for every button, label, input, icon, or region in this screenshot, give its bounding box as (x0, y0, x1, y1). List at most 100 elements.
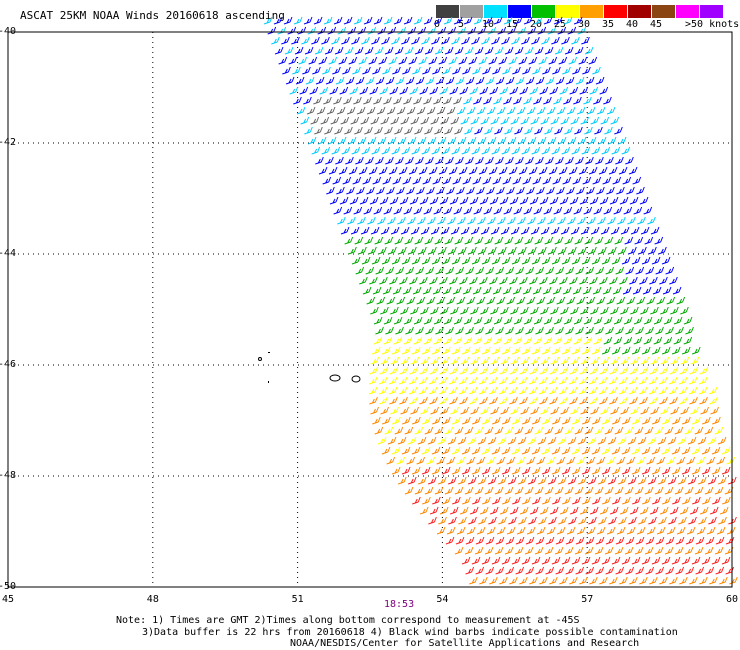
wind-barb (433, 336, 443, 345)
wind-barb (449, 86, 459, 95)
wind-barb (600, 116, 610, 125)
wind-barb (480, 406, 489, 415)
wind-barb (547, 216, 556, 225)
wind-barb (341, 146, 351, 155)
wind-barb (460, 116, 470, 125)
wind-barb (617, 136, 627, 145)
lat-label: -44 (0, 248, 17, 259)
wind-barb (289, 86, 299, 95)
wind-barb (623, 336, 633, 345)
wind-barb (410, 306, 419, 315)
wind-barb (539, 196, 549, 205)
wind-barb (455, 536, 465, 545)
wind-barb (662, 416, 671, 425)
wind-barb (468, 166, 478, 175)
wind-barb (593, 206, 603, 215)
wind-barb (649, 366, 659, 375)
wind-barb (324, 46, 334, 55)
wind-barb (450, 306, 459, 315)
wind-barb (518, 246, 527, 255)
wind-barb (451, 466, 461, 475)
wind-barb (497, 436, 507, 445)
wind-barb (586, 106, 596, 115)
wind-barb (340, 226, 350, 235)
wind-barb (558, 166, 568, 175)
wind-barb (543, 206, 553, 215)
wind-barb (576, 296, 586, 305)
wind-barb (666, 456, 676, 465)
wind-barb (419, 366, 429, 375)
wind-barb (547, 476, 557, 485)
wind-barb (375, 266, 385, 275)
wind-barb (352, 176, 362, 185)
wind-barb (449, 366, 459, 375)
wind-barb (618, 516, 627, 525)
wind-barb (670, 406, 679, 415)
wind-barb (408, 56, 418, 65)
wind-barb (465, 326, 474, 335)
wind-barb (387, 136, 397, 145)
wind-barb (293, 16, 303, 25)
wind-barb (409, 366, 419, 375)
wind-barb (491, 556, 501, 565)
wind-barb (387, 26, 397, 35)
wind-barb (567, 136, 577, 145)
wind-barb (404, 126, 413, 135)
wind-barb (439, 276, 448, 285)
wind-barb (525, 536, 535, 545)
wind-barb (565, 76, 575, 85)
wind-barb (596, 456, 606, 465)
wind-barb (577, 476, 587, 485)
wind-barb (642, 286, 652, 295)
wind-barb (521, 256, 531, 265)
wind-barb (652, 416, 661, 425)
wind-barb (538, 376, 548, 385)
wind-barb (329, 196, 339, 205)
wind-barb (551, 146, 561, 155)
wind-barb (435, 266, 445, 275)
wind-barb (646, 526, 656, 535)
wind-barb (424, 236, 434, 245)
wind-barb (719, 506, 729, 515)
wind-barb (555, 566, 565, 575)
wind-barb (494, 126, 503, 135)
wind-barb (481, 256, 491, 265)
wind-barb (651, 556, 661, 565)
wind-barb (336, 106, 346, 115)
wind-barb (492, 496, 501, 505)
wind-barb (539, 506, 549, 515)
wind-barb (600, 356, 610, 365)
wind-barb (413, 96, 422, 105)
wind-barb (578, 56, 588, 65)
wind-barb (456, 186, 465, 195)
wind-barb (500, 116, 510, 125)
wind-barb (581, 256, 591, 265)
wind-barb (442, 176, 452, 185)
wind-barb (685, 566, 695, 575)
wind-barb (584, 426, 594, 435)
lat-label: -40 (0, 26, 17, 37)
wind-barb (477, 216, 486, 225)
wind-barb (556, 186, 565, 195)
wind-barb (399, 396, 408, 405)
wind-barb (527, 216, 536, 225)
wind-barb (422, 286, 432, 295)
wind-barb (500, 356, 510, 365)
wind-barb (354, 46, 364, 55)
wind-barb (403, 336, 413, 345)
wind-barb (532, 496, 541, 505)
wind-barb (442, 286, 452, 295)
wind-barb (315, 156, 324, 165)
wind-barb (435, 326, 444, 335)
wind-barb (643, 206, 653, 215)
wind-barb (626, 296, 636, 305)
wind-barb (311, 36, 320, 45)
wind-barb (661, 556, 671, 565)
wind-barb (530, 226, 540, 235)
wind-barb (392, 416, 401, 425)
wind-barb (539, 86, 549, 95)
wind-barb (511, 36, 520, 45)
wind-barb (633, 336, 643, 345)
wind-barb (655, 566, 665, 575)
wind-barb (681, 556, 691, 565)
